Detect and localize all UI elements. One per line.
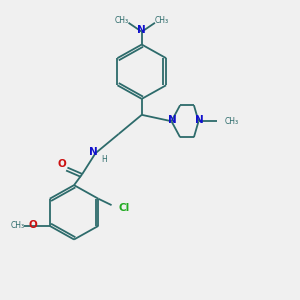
Text: Cl: Cl xyxy=(119,203,130,213)
Text: O: O xyxy=(29,220,38,230)
Text: CH₃: CH₃ xyxy=(11,221,25,230)
Text: CH₃: CH₃ xyxy=(154,16,169,25)
Text: O: O xyxy=(58,159,67,170)
Text: N: N xyxy=(168,115,177,125)
Text: N: N xyxy=(137,26,146,35)
Text: CH₃: CH₃ xyxy=(115,16,129,25)
Text: N: N xyxy=(89,147,98,157)
Text: H: H xyxy=(101,155,106,164)
Text: CH₃: CH₃ xyxy=(225,117,239,126)
Text: N: N xyxy=(195,115,204,125)
